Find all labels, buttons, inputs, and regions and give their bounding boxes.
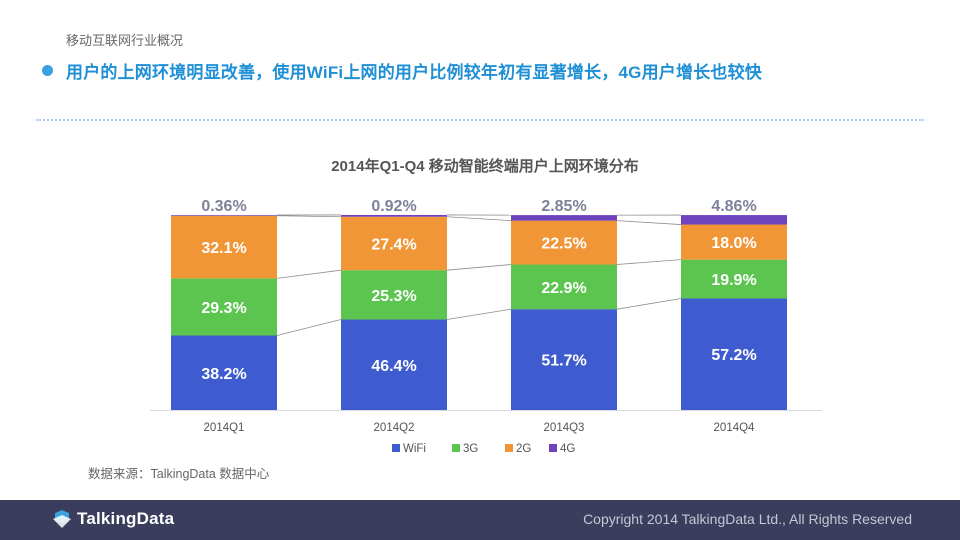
bar-2g-2014q4 [681, 224, 787, 260]
connector-wifi-1 [276, 319, 342, 336]
bar-2g-2014q3 [511, 220, 617, 265]
bar-wifi-2014q2 [341, 319, 447, 410]
data-label-4g-2014q1: 0.36% [201, 198, 246, 215]
data-label-wifi-2014q1: 38.2% [201, 366, 246, 383]
connector-2g-2 [446, 216, 512, 222]
connector-3g-1 [276, 269, 342, 279]
legend-label-wifi: WiFi [403, 443, 426, 455]
bar-wifi-2014q4 [681, 298, 787, 410]
bar-4g-2014q2 [341, 214, 447, 217]
connector-3g-2 [446, 264, 512, 271]
bar-3g-2014q2 [341, 270, 447, 320]
legend-swatch-4g [549, 444, 557, 452]
data-label-2g-2014q2: 27.4% [371, 236, 416, 253]
footer-logo-text: TalkingData [77, 509, 175, 528]
data-label-4g-2014q3: 2.85% [541, 198, 586, 215]
bar-4g-2014q3 [511, 215, 617, 221]
connector-3g-3 [616, 259, 682, 265]
data-source: 数据来源：TalkingData 数据中心 [88, 467, 270, 481]
x-tick-label-2014q2: 2014Q2 [374, 422, 415, 434]
bar-wifi-2014q3 [511, 309, 617, 410]
data-label-2g-2014q3: 22.5% [541, 236, 586, 253]
talkingdata-logo-icon [53, 510, 71, 528]
data-label-3g-2014q2: 25.3% [371, 288, 416, 305]
section-label: 移动互联网行业概况 [66, 33, 184, 48]
footer-copyright: Copyright 2014 TalkingData Ltd., All Rig… [583, 511, 912, 527]
data-label-4g-2014q4: 4.86% [711, 198, 756, 215]
bar-2g-2014q2 [341, 216, 447, 271]
legend-label-4g: 4G [560, 443, 575, 455]
bar-3g-2014q1 [171, 278, 277, 336]
data-label-wifi-2014q4: 57.2% [711, 347, 756, 364]
legend-swatch-3g [452, 444, 460, 452]
headline: 用户的上网环境明显改善，使用WiFi上网的用户比例较年初有显著增长，4G用户增长… [66, 63, 763, 82]
bar-4g-2014q4 [681, 215, 787, 225]
x-tick-label-2014q3: 2014Q3 [544, 422, 585, 434]
data-label-3g-2014q3: 22.9% [541, 280, 586, 297]
bar-4g-2014q1 [171, 215, 277, 216]
footer-logo: TalkingData [52, 509, 174, 529]
legend-label-2g: 2G [516, 443, 531, 455]
legend-label-3g: 3G [463, 443, 478, 455]
chart-title: 2014年Q1-Q4 移动智能终端用户上网环境分布 [331, 157, 639, 175]
data-label-wifi-2014q2: 46.4% [371, 358, 416, 375]
bullet-dot-icon [42, 65, 53, 76]
data-label-4g-2014q2: 0.92% [371, 198, 416, 215]
data-label-wifi-2014q3: 51.7% [541, 353, 586, 370]
divider [36, 119, 924, 121]
data-label-3g-2014q1: 29.3% [201, 300, 246, 317]
x-tick-label-2014q4: 2014Q4 [714, 422, 756, 434]
connector-wifi-2 [446, 308, 512, 320]
data-label-2g-2014q4: 18.0% [711, 235, 756, 252]
bar-3g-2014q3 [511, 264, 617, 310]
bar-wifi-2014q1 [171, 335, 277, 410]
data-label-2g-2014q1: 32.1% [201, 240, 246, 257]
legend-swatch-wifi [392, 444, 400, 452]
headline-row: 用户的上网环境明显改善，使用WiFi上网的用户比例较年初有显著增长，4G用户增长… [42, 58, 762, 83]
connector-wifi-3 [616, 298, 682, 310]
bar-3g-2014q4 [681, 259, 787, 299]
stacked-bar-chart: 2014年Q1-Q4 移动智能终端用户上网环境分布 38.2% 46.4% 51.7%… [150, 157, 822, 455]
bar-2g-2014q1 [171, 215, 277, 279]
x-tick-label-2014q1: 2014Q1 [204, 422, 245, 434]
connector-2g-3 [616, 220, 682, 225]
footer: TalkingData Copyright 2014 TalkingData L… [0, 500, 960, 540]
data-label-3g-2014q4: 19.9% [711, 272, 756, 289]
legend-swatch-2g [505, 444, 513, 452]
connector-2g-1 [276, 215, 342, 218]
